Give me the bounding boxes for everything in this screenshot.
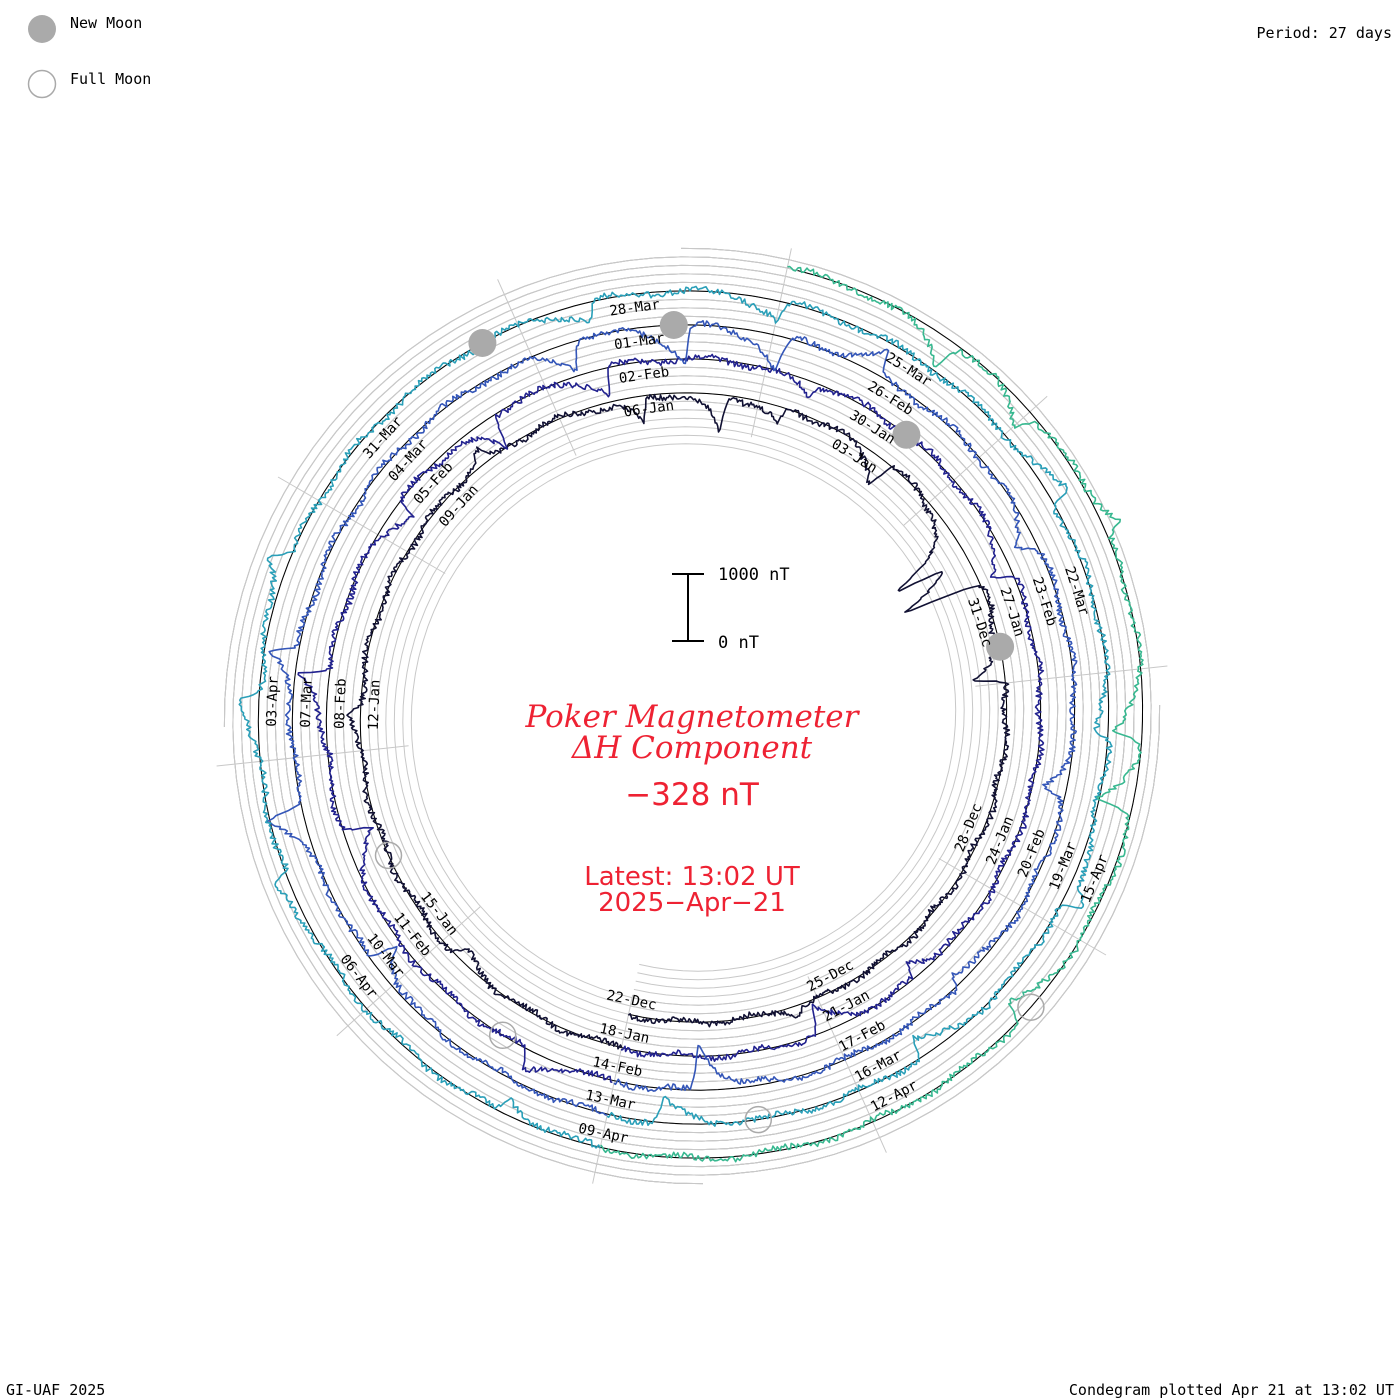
legend: New Moon Full Moon bbox=[27, 14, 151, 99]
scale-bottom-label: 0 nT bbox=[718, 633, 759, 653]
radial-grid-line bbox=[592, 994, 634, 1184]
date-label: 28-Mar bbox=[609, 297, 661, 320]
date-label: 02-Feb bbox=[618, 364, 670, 387]
series-line bbox=[346, 393, 1011, 1050]
radial-grid-line bbox=[277, 476, 446, 574]
date-label: 03-Apr bbox=[264, 676, 282, 727]
date-label: 12-Jan bbox=[366, 679, 384, 730]
grid-ring bbox=[232, 264, 1135, 1185]
new-moon-legend-label: New Moon bbox=[70, 14, 142, 32]
period-label: Period: 27 days bbox=[1257, 24, 1392, 42]
series-line bbox=[238, 285, 1113, 1149]
date-label: 28-Dec bbox=[952, 801, 986, 854]
date-label: 09-Apr bbox=[577, 1121, 630, 1147]
radial-grid-line bbox=[497, 279, 577, 456]
radial-grid-line bbox=[903, 395, 1048, 526]
date-label: 06-Jan bbox=[623, 398, 675, 421]
date-label: 01-Mar bbox=[613, 330, 665, 353]
grid-ring bbox=[596, 705, 1161, 1176]
scale-bar: 1000 nT 0 nT bbox=[672, 565, 790, 653]
full-moon-marker bbox=[488, 1021, 517, 1050]
date-label: 24-Jan bbox=[983, 814, 1017, 867]
full-moon-legend-label: Full Moon bbox=[70, 70, 151, 88]
radial-grid-lines bbox=[216, 248, 1168, 1184]
new-moon-marker bbox=[659, 311, 688, 339]
moon-markers bbox=[374, 311, 1045, 1134]
chart-title: Poker Magnetometer bbox=[525, 699, 861, 735]
latest-time: Latest: 13:02 UT bbox=[584, 862, 800, 892]
series-traces bbox=[238, 265, 1144, 1163]
new-moon-marker bbox=[468, 329, 497, 357]
footer-plot-time: Condegram plotted Apr 21 at 13:02 UT bbox=[1069, 1381, 1394, 1399]
new-moon-icon bbox=[28, 15, 56, 43]
full-moon-icon bbox=[27, 69, 57, 99]
radial-grid-line bbox=[750, 248, 792, 438]
date-label: 08-Feb bbox=[332, 678, 350, 729]
new-moon-marker bbox=[986, 632, 1015, 661]
baseline bbox=[257, 270, 1143, 1159]
series-line bbox=[265, 320, 1078, 1116]
radial-grid-line bbox=[216, 745, 409, 767]
grid-ring bbox=[598, 247, 1152, 1168]
radial-grid-line bbox=[807, 976, 887, 1153]
scale-top-label: 1000 nT bbox=[718, 565, 790, 585]
ring-grid bbox=[223, 247, 1161, 1185]
new-moon-marker bbox=[892, 420, 921, 449]
latest-date: 2025−Apr−21 bbox=[598, 888, 786, 918]
grid-ring bbox=[594, 1171, 703, 1185]
baseline-spiral bbox=[257, 270, 1143, 1159]
full-moon-marker bbox=[374, 841, 403, 870]
full-moon-marker bbox=[1017, 993, 1045, 1021]
chart-subtitle: ΔH Component bbox=[571, 730, 813, 766]
date-label: 07-Mar bbox=[298, 677, 316, 728]
series-line bbox=[600, 265, 1144, 1163]
series-line bbox=[297, 353, 1045, 1084]
radial-grid-line bbox=[336, 906, 481, 1037]
current-value: −328 nT bbox=[625, 777, 760, 813]
full-moon-marker bbox=[744, 1105, 773, 1134]
footer-credit: GI-UAF 2025 bbox=[6, 1381, 105, 1399]
